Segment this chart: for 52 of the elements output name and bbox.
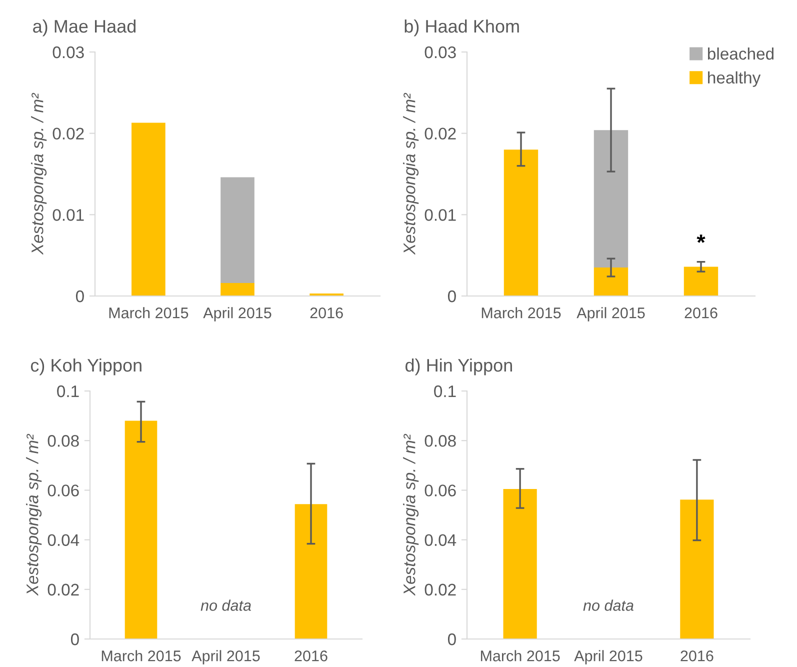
- y-tick-label: 0.06: [424, 484, 456, 496]
- annotation: *: [696, 234, 706, 243]
- bar: [132, 122, 166, 296]
- bar: [594, 130, 628, 268]
- chart-title: b) Haad Khom: [404, 19, 519, 36]
- y-tick-label: 0.08: [424, 435, 456, 447]
- y-axis-title: Xestospongia sp. / m²: [31, 92, 47, 255]
- y-tick-label: 0.08: [48, 435, 79, 447]
- chart-title: d) Hin Yippon: [406, 358, 512, 376]
- y-tick-label: 0.01: [52, 209, 84, 221]
- x-tick-label: March 2015: [102, 650, 181, 662]
- x-tick-label: 2016: [294, 650, 328, 662]
- x-tick-label: April 2015: [574, 650, 642, 664]
- x-tick-label: 2016: [310, 308, 343, 318]
- annotation: no data: [200, 600, 251, 611]
- x-tick-label: April 2015: [203, 307, 272, 322]
- bar: [594, 268, 628, 296]
- bar: [504, 150, 538, 296]
- y-tick-label: 0.02: [424, 128, 456, 140]
- y-tick-label: 0.1: [434, 385, 456, 398]
- y-tick-label: 0.04: [424, 534, 456, 546]
- y-tick-label: 0.04: [48, 534, 80, 546]
- bar: [684, 266, 718, 296]
- chart-title: a) Mae Haad: [33, 19, 136, 36]
- x-tick-label: March 2015: [482, 307, 561, 318]
- y-axis-title: Xestospongia sp. / m²: [403, 92, 419, 255]
- bar: [220, 282, 254, 296]
- legend-label: bleached: [708, 47, 774, 60]
- x-tick-label: 2016: [680, 650, 714, 662]
- y-tick-label: 0: [448, 290, 456, 302]
- x-tick-label: 2016: [684, 308, 718, 318]
- x-tick-label: March 2015: [480, 650, 560, 662]
- x-tick-label: March 2015: [109, 307, 188, 318]
- y-tick-label: 0: [448, 633, 456, 646]
- x-tick-label: April 2015: [192, 650, 260, 664]
- annotation: no data: [583, 600, 634, 611]
- y-tick-label: 0.02: [52, 128, 84, 140]
- y-tick-label: 0: [70, 633, 79, 646]
- y-tick-label: 0.03: [424, 46, 456, 58]
- y-tick-label: 0.01: [424, 209, 456, 221]
- y-axis-title: Xestospongia sp. / m²: [26, 434, 42, 596]
- y-tick-label: 0: [76, 290, 84, 302]
- y-tick-label: 0.06: [48, 484, 79, 496]
- legend-label: healthy: [708, 71, 761, 87]
- y-tick-label: 0.02: [424, 584, 456, 596]
- y-axis-title: Xestospongia sp. / m²: [403, 434, 419, 596]
- chart-title: c) Koh Yippon: [30, 358, 142, 376]
- bar: [220, 177, 254, 283]
- y-tick-label: 0.1: [57, 385, 79, 398]
- y-tick-label: 0.02: [48, 584, 79, 596]
- y-tick-label: 0.03: [52, 46, 84, 58]
- x-tick-label: April 2015: [576, 307, 645, 322]
